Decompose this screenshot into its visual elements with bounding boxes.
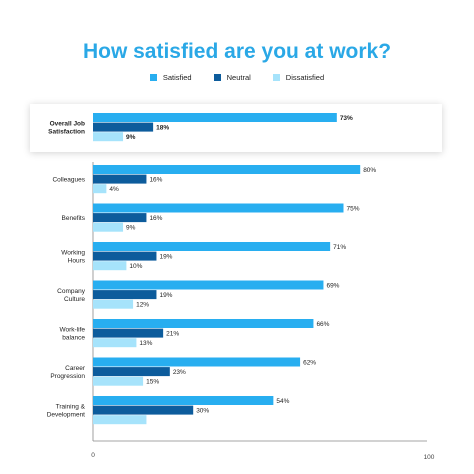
legend-item-dissatisfied: Dissatisfied xyxy=(272,73,325,82)
bar-colleagues-satisfied xyxy=(93,165,361,174)
category-label-working-hours-line-2: Hours xyxy=(68,257,86,264)
bar-work-life-balance-dissatisfied xyxy=(93,338,137,348)
bar-benefits-neutral xyxy=(93,213,147,223)
legend-swatch-satisfied xyxy=(149,74,157,81)
bar-company-culture-neutral xyxy=(93,290,157,300)
data-label-colleagues-satisfied: 80% xyxy=(363,167,376,174)
category-label-benefits: Benefits xyxy=(62,215,86,222)
data-label-overall-job-satisfaction-satisfied: 73% xyxy=(340,115,353,122)
data-label-benefits-neutral: 16% xyxy=(149,215,162,222)
data-label-career-progression-neutral: 23% xyxy=(173,369,186,376)
data-label-colleagues-neutral: 16% xyxy=(149,176,162,183)
bar-career-progression-neutral xyxy=(93,367,170,377)
bar-benefits-dissatisfied xyxy=(93,222,124,232)
bar-benefits-satisfied xyxy=(93,203,344,213)
data-label-overall-job-satisfaction-dissatisfied: 9% xyxy=(126,134,136,141)
data-label-benefits-satisfied: 75% xyxy=(347,205,360,212)
data-label-work-life-balance-dissatisfied: 13% xyxy=(139,340,152,347)
bar-colleagues-neutral xyxy=(93,174,147,184)
bar-training-development-neutral xyxy=(93,405,194,415)
legend-label-dissatisfied: Dissatisfied xyxy=(285,73,325,82)
category-label-overall-job-satisfaction-line-1: Overall Job xyxy=(50,120,85,127)
category-label-career-progression-line-2: Progression xyxy=(50,373,85,380)
bar-overall-job-satisfaction-satisfied xyxy=(93,113,337,122)
legend-swatch-neutral xyxy=(213,74,221,81)
bar-working-hours-satisfied xyxy=(93,242,331,251)
bar-company-culture-dissatisfied xyxy=(93,299,134,309)
data-label-career-progression-dissatisfied: 15% xyxy=(146,379,159,386)
legend-label-neutral: Neutral xyxy=(226,73,251,82)
bar-training-development-satisfied xyxy=(93,396,274,405)
legend: Satisfied Neutral Dissatisfied xyxy=(0,73,474,82)
category-label-overall-job-satisfaction-line-2: Satisfaction xyxy=(48,128,85,135)
bar-career-progression-satisfied xyxy=(93,357,301,367)
category-label-colleagues: Colleagues xyxy=(52,176,85,183)
category-label-company-culture-line-1: Company xyxy=(57,288,86,295)
data-label-colleagues-dissatisfied: 4% xyxy=(109,186,119,193)
data-label-working-hours-satisfied: 71% xyxy=(333,244,346,251)
legend-item-satisfied: Satisfied xyxy=(149,73,192,82)
category-label-working-hours-line-1: Working xyxy=(61,249,85,256)
data-label-work-life-balance-satisfied: 66% xyxy=(316,321,329,328)
bar-overall-job-satisfaction-dissatisfied xyxy=(93,132,124,142)
bar-overall-job-satisfaction-neutral xyxy=(93,122,154,132)
x-tick-label-100: 100 xyxy=(424,454,435,461)
data-label-company-culture-neutral: 19% xyxy=(159,292,172,299)
data-label-working-hours-dissatisfied: 10% xyxy=(129,263,142,270)
chart-title: How satisfied are you at work? xyxy=(82,40,392,63)
data-label-career-progression-satisfied: 62% xyxy=(303,359,316,366)
bar-career-progression-dissatisfied xyxy=(93,376,144,386)
category-label-work-life-balance-line-2: balance xyxy=(62,334,85,341)
bar-colleagues-dissatisfied xyxy=(93,184,107,194)
bar-working-hours-dissatisfied xyxy=(93,261,127,271)
category-label-career-progression-line-1: Career xyxy=(65,365,86,372)
data-label-benefits-dissatisfied: 9% xyxy=(126,225,136,232)
legend-item-neutral: Neutral xyxy=(213,73,251,82)
legend-swatch-dissatisfied xyxy=(272,74,280,81)
category-label-training-development-line-1: Training & xyxy=(56,403,86,410)
bar-work-life-balance-neutral xyxy=(93,328,164,338)
category-label-company-culture-line-2: Culture xyxy=(64,296,85,303)
bar-training-development-dissatisfied xyxy=(93,415,147,425)
data-label-overall-job-satisfaction-neutral: 18% xyxy=(156,124,169,131)
data-label-company-culture-dissatisfied: 12% xyxy=(136,302,149,309)
x-tick-label-0: 0 xyxy=(91,452,95,459)
data-label-training-development-neutral: 30% xyxy=(196,407,209,414)
data-label-company-culture-satisfied: 69% xyxy=(326,282,339,289)
data-label-working-hours-neutral: 19% xyxy=(159,253,172,260)
bar-working-hours-neutral xyxy=(93,251,157,261)
category-label-training-development-line-2: Development xyxy=(47,411,85,418)
category-label-work-life-balance-line-1: Work-life xyxy=(59,326,85,333)
legend-label-satisfied: Satisfied xyxy=(162,73,192,82)
bar-company-culture-satisfied xyxy=(93,280,324,290)
bar-work-life-balance-satisfied xyxy=(93,319,314,328)
data-label-training-development-satisfied: 54% xyxy=(276,398,289,405)
data-label-work-life-balance-neutral: 21% xyxy=(166,330,179,337)
